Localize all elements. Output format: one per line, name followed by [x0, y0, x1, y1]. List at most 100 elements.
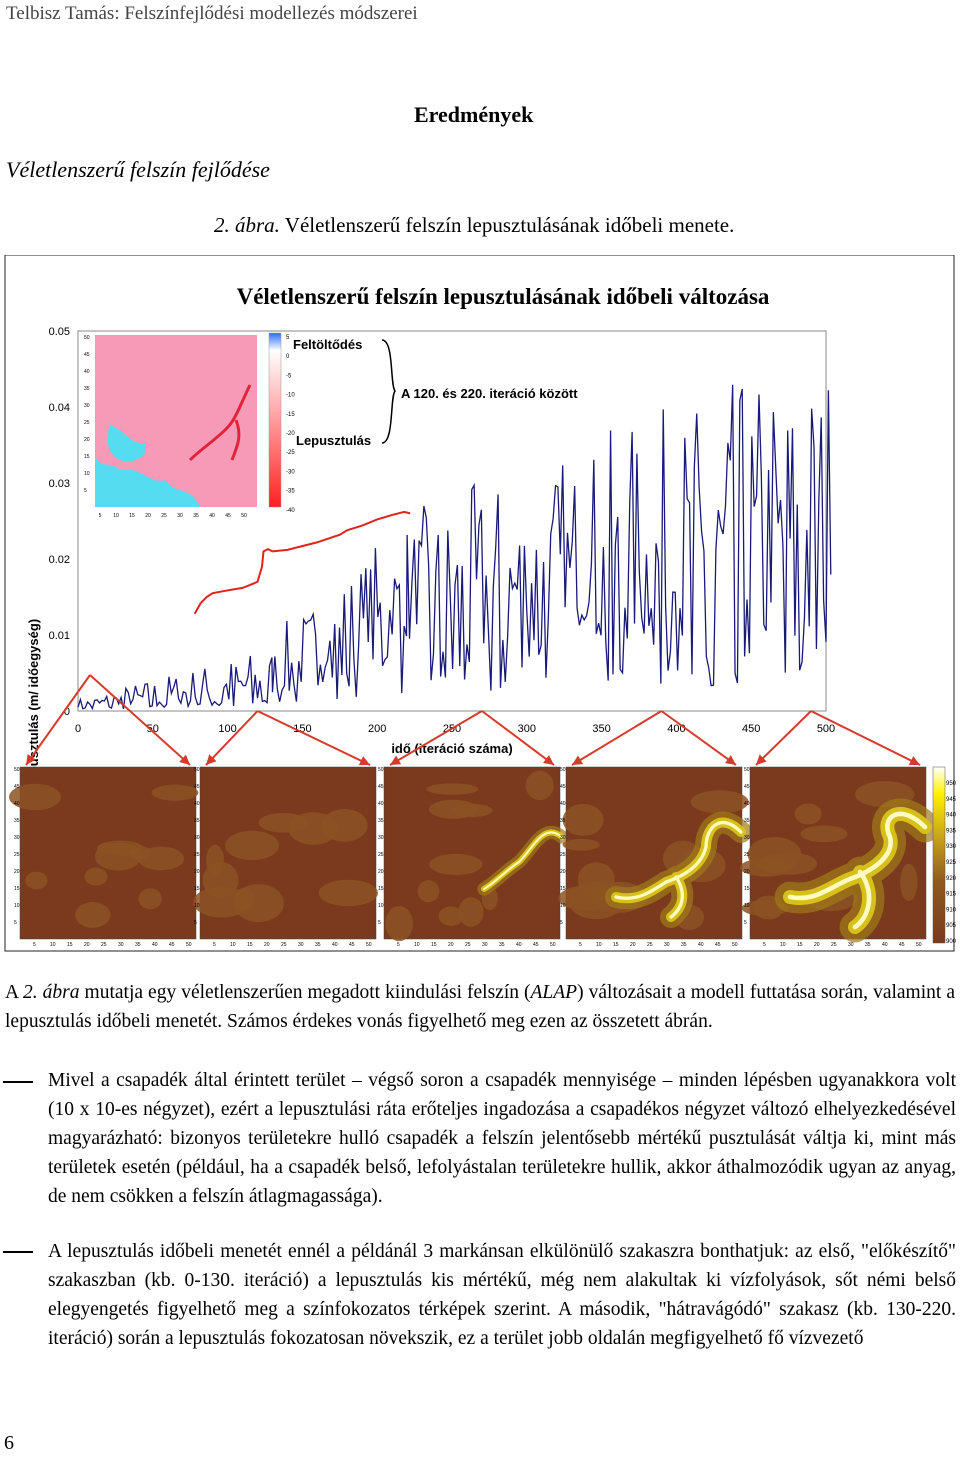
- map-patch: [225, 830, 280, 861]
- map-y-tick: 10: [744, 903, 750, 909]
- map-patch: [747, 836, 802, 872]
- map-x-tick: 40: [516, 942, 522, 948]
- arrow-right-line: [660, 710, 737, 766]
- figure-2: Véletlenszerű felszín lepusztulásának id…: [4, 255, 957, 952]
- arrow-left-line: [25, 674, 91, 766]
- elevation-legend-label: 950: [946, 781, 957, 787]
- map-patch: [129, 845, 152, 861]
- x-tick-label: 200: [368, 723, 386, 735]
- y-tick-label: 0: [64, 706, 70, 718]
- bullet-dash-1: [3, 1081, 33, 1083]
- map-x-tick: 10: [780, 942, 786, 948]
- inset-y-tick: 20: [84, 437, 90, 443]
- inset-y-tick: 35: [84, 386, 90, 392]
- map-y-tick: 25: [378, 852, 384, 858]
- map-x-tick: 10: [596, 942, 602, 948]
- x-axis-label: idő (iteráció száma): [391, 741, 512, 756]
- bullet-item-1: Mivel a csapadék által érintett terület …: [48, 1070, 956, 1207]
- y-tick-label: 0.04: [49, 402, 70, 414]
- map-x-tick: 30: [482, 942, 488, 948]
- valley-core: [614, 820, 743, 919]
- legend-tick-label: -15: [286, 412, 295, 418]
- arrow-left-line: [205, 710, 259, 766]
- map-x-tick: 35: [135, 942, 141, 948]
- map-patch: [235, 887, 255, 910]
- map-x-tick: 15: [431, 942, 437, 948]
- map-y-tick: 50: [560, 767, 566, 773]
- map-x-tick: 45: [169, 942, 175, 948]
- arrow-right-line: [481, 710, 555, 766]
- map-y-tick: 25: [194, 852, 200, 858]
- legend-tick-label: -25: [286, 450, 295, 456]
- elevation-legend-label: 905: [946, 923, 957, 929]
- map-x-tick: 25: [101, 942, 107, 948]
- map-patch: [429, 853, 483, 876]
- map-patch: [385, 905, 413, 942]
- valley-core: [483, 831, 563, 890]
- arrow-head: [724, 755, 736, 765]
- map-x-tick: 30: [664, 942, 670, 948]
- arrow-head: [358, 756, 370, 766]
- arrow-right-line: [810, 710, 921, 766]
- map-patch: [562, 803, 604, 837]
- y-tick-label: 0.02: [49, 554, 70, 566]
- map-y-tick: 15: [14, 886, 20, 892]
- figure-caption-text: Véletlenszerű felszín lepusztulásának id…: [279, 213, 735, 237]
- map-x-tick: 50: [732, 942, 738, 948]
- map-x-tick: 20: [814, 942, 820, 948]
- elevation-legend-label: 910: [946, 907, 957, 913]
- map-y-tick: 10: [560, 903, 566, 909]
- map-y-tick: 45: [194, 784, 200, 790]
- x-tick-label: 350: [592, 723, 610, 735]
- map-patch: [450, 803, 493, 818]
- elevation-legend-label: 945: [946, 797, 957, 803]
- inset-y-tick: 15: [84, 454, 90, 460]
- elevation-legend-label: 935: [946, 828, 957, 834]
- x-tick-label: 450: [742, 723, 760, 735]
- inset-map-fill-2: [123, 362, 240, 420]
- legend-tick-label: -5: [286, 373, 292, 379]
- map-y-tick: 35: [194, 818, 200, 824]
- map-x-tick: 25: [465, 942, 471, 948]
- map-patch: [794, 803, 822, 825]
- bullet-dash-2: [3, 1251, 33, 1253]
- arrow-head: [756, 754, 767, 765]
- map-x-tick: 10: [230, 942, 236, 948]
- x-tick-label: 50: [147, 723, 159, 735]
- map-y-tick: 40: [194, 801, 200, 807]
- inset-x-tick: 20: [145, 513, 151, 519]
- inset-y-tick: 45: [84, 352, 90, 358]
- y-tick-label: 0.05: [49, 326, 70, 338]
- inset-x-tick: 30: [177, 513, 183, 519]
- map-x-tick: 50: [186, 942, 192, 948]
- legend-tick-label: 5: [286, 335, 290, 341]
- subsection-title: Véletlenszerű felszín fejlődése: [6, 157, 270, 182]
- x-tick-label: 0: [75, 723, 81, 735]
- para-c: ) változásait a modell futtatása során, …: [5, 982, 955, 1032]
- map-y-tick: 35: [14, 818, 20, 824]
- map-y-tick: 15: [560, 886, 566, 892]
- map-y-tick: 25: [560, 852, 566, 858]
- trend-series-line: [193, 510, 411, 615]
- elevation-legend-label: 940: [946, 813, 957, 819]
- arrow-head: [179, 754, 190, 765]
- map-panel: 50 45 40 35 30 25 20 15 10 5 5 10 15 20 25 30 35 40 45 50: [193, 766, 378, 948]
- legend-tick-label: -40: [286, 508, 295, 514]
- map-panel: 50 45 40 35 30 25 20 15 10 5 5 10 15 20 25 30 35 40 45 50: [739, 766, 941, 948]
- legend-tick-label: -10: [286, 393, 295, 399]
- upper-label: Feltöltődés: [293, 337, 362, 352]
- map-y-tick: 15: [744, 886, 750, 892]
- map-x-tick: 5: [397, 942, 400, 948]
- map-y-tick: 10: [14, 903, 20, 909]
- map-y-tick: 5: [378, 920, 381, 926]
- map-y-tick: 15: [194, 886, 200, 892]
- elevation-legend-label: 925: [946, 860, 957, 866]
- y-axis-label: lepusztulás (m/ időegység): [26, 619, 41, 785]
- map-y-tick: 45: [560, 784, 566, 790]
- map-panels: 50 45 40 35 30 25 20 15 10 5 5 10 15 20 25 30 35 40 45 50 50…: [9, 766, 941, 948]
- legend-tick-label: -20: [286, 431, 295, 437]
- map-y-tick: 20: [14, 869, 20, 875]
- elevation-legend-label: 930: [946, 844, 957, 850]
- map-x-tick: 5: [579, 942, 582, 948]
- para-a: A: [5, 982, 24, 1003]
